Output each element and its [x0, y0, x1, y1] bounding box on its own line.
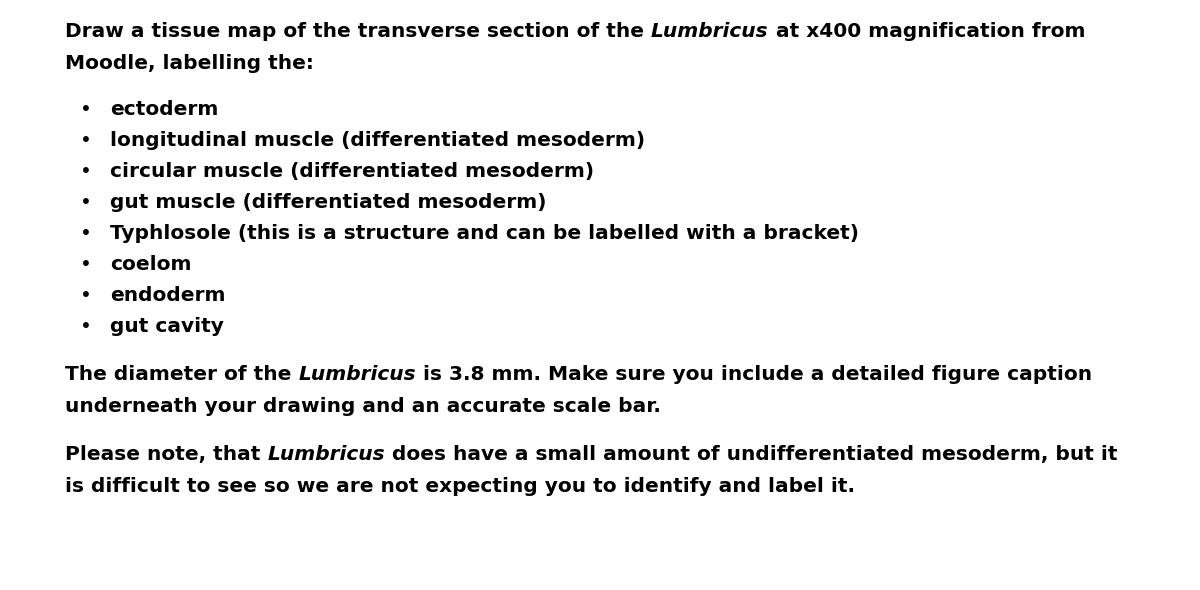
Text: Draw a tissue map of the transverse section of the: Draw a tissue map of the transverse sect… — [65, 22, 650, 41]
Text: •: • — [80, 193, 92, 212]
Text: •: • — [80, 162, 92, 181]
Text: Please note, that: Please note, that — [65, 445, 268, 464]
Text: •: • — [80, 131, 92, 150]
Text: Typhlosole (this is a structure and can be labelled with a bracket): Typhlosole (this is a structure and can … — [110, 224, 859, 243]
Text: Lumbricus: Lumbricus — [299, 365, 416, 384]
Text: •: • — [80, 100, 92, 119]
Text: gut muscle (differentiated mesoderm): gut muscle (differentiated mesoderm) — [110, 193, 546, 212]
Text: The diameter of the: The diameter of the — [65, 365, 299, 384]
Text: is difficult to see so we are not expecting you to identify and label it.: is difficult to see so we are not expect… — [65, 477, 854, 496]
Text: Lumbricus: Lumbricus — [268, 445, 385, 464]
Text: circular muscle (differentiated mesoderm): circular muscle (differentiated mesoderm… — [110, 162, 594, 181]
Text: coelom: coelom — [110, 255, 192, 274]
Text: gut cavity: gut cavity — [110, 317, 224, 336]
Text: is 3.8 mm. Make sure you include a detailed figure caption: is 3.8 mm. Make sure you include a detai… — [416, 365, 1092, 384]
Text: endoderm: endoderm — [110, 286, 226, 305]
Text: •: • — [80, 224, 92, 243]
Text: •: • — [80, 286, 92, 305]
Text: underneath your drawing and an accurate scale bar.: underneath your drawing and an accurate … — [65, 397, 661, 416]
Text: does have a small amount of undifferentiated mesoderm, but it: does have a small amount of undifferenti… — [385, 445, 1117, 464]
Text: •: • — [80, 255, 92, 274]
Text: •: • — [80, 317, 92, 336]
Text: ectoderm: ectoderm — [110, 100, 218, 119]
Text: longitudinal muscle (differentiated mesoderm): longitudinal muscle (differentiated meso… — [110, 131, 646, 150]
Text: Moodle, labelling the:: Moodle, labelling the: — [65, 54, 314, 73]
Text: at x400 magnification from: at x400 magnification from — [769, 22, 1085, 41]
Text: Lumbricus: Lumbricus — [650, 22, 769, 41]
